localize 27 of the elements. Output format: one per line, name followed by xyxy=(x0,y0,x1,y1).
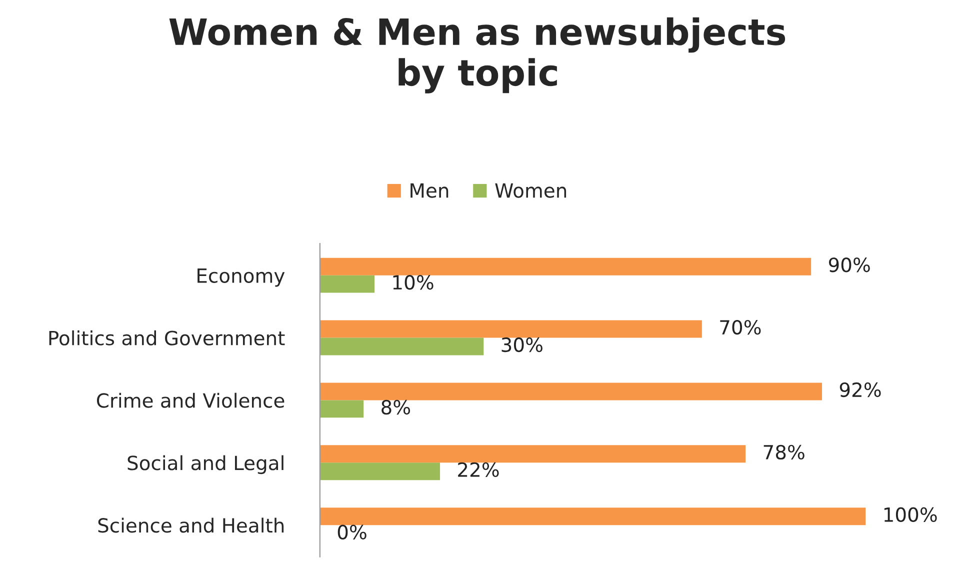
y-tick-label: Social and Legal xyxy=(128,455,284,474)
bar xyxy=(320,382,822,400)
bar xyxy=(320,400,364,418)
bar xyxy=(320,445,746,463)
data-label: 10% xyxy=(393,274,434,290)
data-label: 92% xyxy=(840,382,881,398)
bar xyxy=(320,462,440,480)
legend-label: Men xyxy=(410,183,448,198)
bar xyxy=(320,508,866,526)
data-label: 22% xyxy=(458,462,499,478)
bar xyxy=(320,258,812,276)
data-label: 100% xyxy=(884,507,937,522)
bar xyxy=(320,338,484,356)
data-label: 90% xyxy=(828,258,870,272)
chart-title: Women & Men as newsubjects by topic xyxy=(169,17,786,94)
legend-label: Women xyxy=(495,183,566,198)
data-label: 78% xyxy=(764,444,804,460)
y-tick-label: Science and Health xyxy=(98,518,284,533)
data-label: 30% xyxy=(502,337,542,352)
data-label: 70% xyxy=(720,320,761,335)
data-label: 0% xyxy=(338,524,366,540)
y-tick-label: Politics and Government xyxy=(49,330,285,346)
y-tick-label: Crime and Violence xyxy=(96,392,284,408)
y-tick-label: Economy xyxy=(198,268,285,287)
data-label: 8% xyxy=(382,400,410,415)
bar xyxy=(320,320,702,338)
bar xyxy=(320,275,374,293)
